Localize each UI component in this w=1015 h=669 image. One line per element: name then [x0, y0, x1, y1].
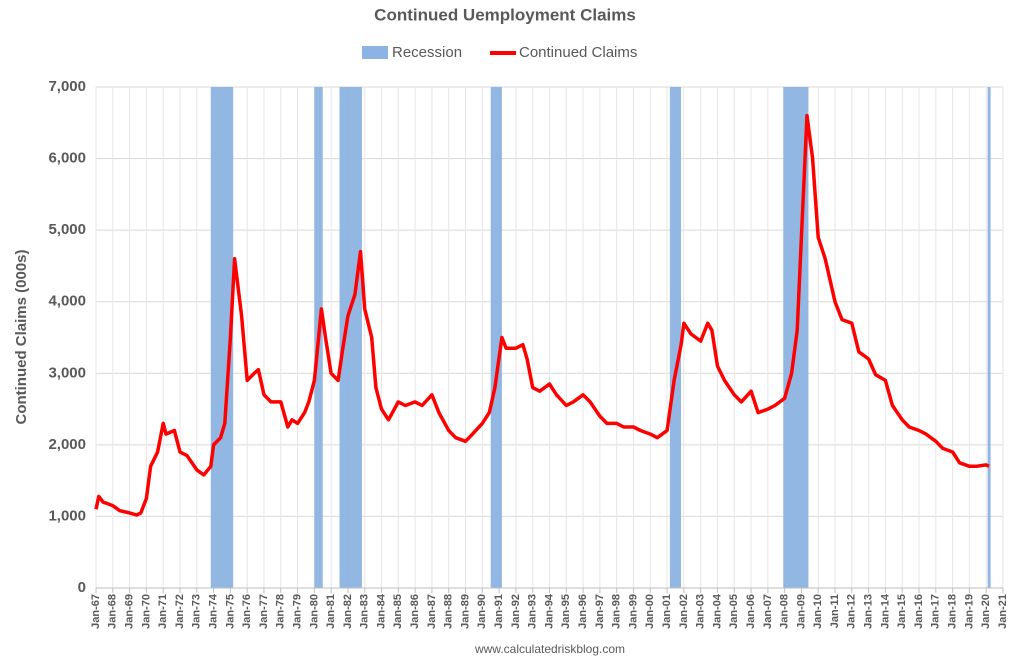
x-tick-label: Jan-95: [560, 594, 572, 629]
x-tick-label: Jan-90: [476, 594, 488, 629]
x-tick-label: Jan-19: [963, 594, 975, 629]
x-tick-label: Jan-21: [997, 594, 1009, 629]
x-tick-label: Jan-97: [594, 594, 606, 629]
x-tick-label: Jan-07: [762, 594, 774, 629]
x-tick-label: Jan-12: [846, 594, 858, 629]
x-tick-label: Jan-71: [157, 594, 169, 629]
x-tick-label: Jan-75: [224, 594, 236, 629]
x-tick-label: Jan-92: [510, 594, 522, 629]
x-tick-label: Jan-05: [728, 594, 740, 629]
recession-band: [669, 87, 682, 588]
legend-swatch: [362, 46, 388, 59]
x-tick-label: Jan-91: [493, 594, 505, 629]
x-tick-label: Jan-16: [913, 594, 925, 629]
x-tick-label: Jan-01: [661, 594, 673, 629]
x-tick-label: Jan-04: [711, 593, 723, 629]
x-tick-label: Jan-74: [207, 593, 219, 629]
x-tick-label: Jan-06: [745, 594, 757, 629]
x-tick-label: Jan-72: [174, 594, 186, 629]
x-tick-label: Jan-76: [241, 594, 253, 629]
legend-label: Continued Claims: [519, 44, 637, 61]
x-tick-label: Jan-96: [577, 594, 589, 629]
y-tick-label: 4,000: [48, 293, 86, 310]
y-tick-label: 7,000: [48, 78, 86, 95]
recession-band: [339, 87, 362, 588]
y-tick-label: 2,000: [48, 436, 86, 453]
x-tick-label: Jan-89: [459, 594, 471, 629]
x-tick-label: Jan-03: [695, 594, 707, 629]
y-tick-label: 0: [78, 579, 86, 596]
x-tick-label: Jan-82: [342, 594, 354, 629]
x-tick-label: Jan-73: [191, 594, 203, 629]
x-tick-label: Jan-79: [291, 594, 303, 629]
x-tick-label: Jan-86: [409, 594, 421, 629]
x-tick-label: Jan-18: [947, 594, 959, 629]
x-tick-label: Jan-85: [392, 594, 404, 629]
x-tick-label: Jan-81: [325, 594, 337, 629]
recession-band: [490, 87, 502, 588]
x-tick-label: Jan-15: [896, 594, 908, 629]
x-tick-label: Jan-99: [627, 594, 639, 629]
x-tick-label: Jan-87: [426, 594, 438, 629]
x-tick-label: Jan-10: [812, 594, 824, 629]
x-tick-label: Jan-80: [308, 594, 320, 629]
chart-title: Continued Uemployment Claims: [374, 5, 636, 24]
x-tick-label: Jan-69: [123, 594, 135, 629]
source: www.calculatedriskblog.com: [474, 642, 625, 656]
x-tick-label: Jan-11: [829, 594, 841, 628]
x-tick-label: Jan-00: [644, 594, 656, 629]
x-tick-label: Jan-68: [107, 594, 119, 629]
y-tick-label: 6,000: [48, 150, 86, 167]
y-tick-label: 3,000: [48, 364, 86, 381]
x-tick-label: Jan-84: [375, 593, 387, 629]
legend-label: Recession: [392, 44, 462, 61]
x-tick-label: Jan-78: [275, 594, 287, 629]
x-tick-label: Jan-17: [930, 594, 942, 629]
data-line: [94, 113, 990, 517]
x-tick-label: Jan-93: [527, 594, 539, 629]
x-tick-label: Jan-08: [779, 594, 791, 629]
x-tick-label: Jan-70: [140, 594, 152, 629]
x-tick-label: Jan-88: [443, 594, 455, 629]
y-tick-label: 5,000: [48, 221, 86, 238]
x-tick-label: Jan-77: [258, 594, 270, 629]
x-tick-label: Jan-09: [795, 594, 807, 629]
x-tick-label: Jan-13: [863, 594, 875, 629]
x-tick-label: Jan-83: [359, 594, 371, 629]
x-tick-label: Jan-20: [980, 594, 992, 629]
x-tick-label: Jan-98: [611, 594, 623, 629]
x-tick-label: Jan-14: [879, 593, 891, 629]
x-tick-label: Jan-67: [90, 594, 102, 629]
y-axis-label: Continued Claims (000s): [13, 249, 30, 424]
y-tick-label: 1,000: [48, 507, 86, 524]
x-tick-label: Jan-94: [543, 593, 555, 629]
recession-band: [210, 87, 234, 588]
x-tick-label: Jan-02: [678, 594, 690, 629]
recession-band: [987, 87, 991, 588]
